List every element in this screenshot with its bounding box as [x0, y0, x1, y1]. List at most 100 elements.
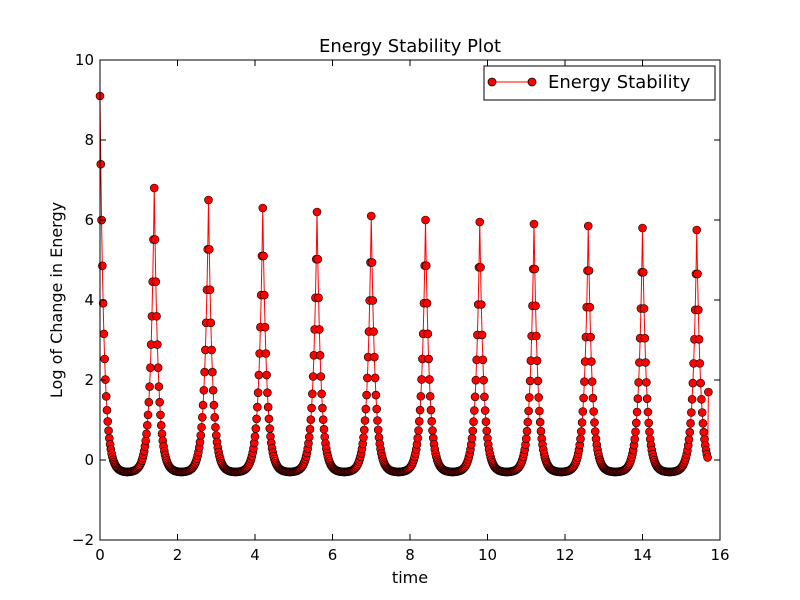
- data-point: [478, 355, 488, 365]
- data-point: [580, 377, 589, 386]
- data-point: [481, 417, 491, 427]
- data-point: [366, 211, 376, 221]
- data-point: [424, 354, 433, 364]
- chart-title: Energy Stability Plot: [319, 36, 501, 57]
- data-point: [209, 400, 219, 410]
- data-point: [644, 418, 654, 428]
- y-axis-label: Log of Change in Energy: [47, 202, 66, 398]
- data-point: [703, 453, 712, 462]
- data-point: [208, 367, 217, 377]
- data-point: [372, 404, 381, 414]
- plot-area: [95, 91, 713, 477]
- data-point: [315, 325, 324, 334]
- data-point: [370, 352, 379, 362]
- y-tick-label: 10: [75, 51, 94, 69]
- data-point: [98, 298, 108, 308]
- y-tick-label: 6: [84, 211, 94, 229]
- data-point: [696, 378, 705, 388]
- data-point: [687, 408, 696, 417]
- data-point: [470, 406, 479, 415]
- data-point: [373, 425, 383, 435]
- data-point: [525, 376, 535, 386]
- data-point: [693, 269, 702, 279]
- data-point: [144, 397, 154, 407]
- data-point: [521, 434, 531, 443]
- data-point: [576, 434, 585, 444]
- data-point: [149, 183, 159, 193]
- data-point: [253, 388, 263, 397]
- data-point: [305, 424, 315, 434]
- data-point: [477, 330, 487, 340]
- data-point: [425, 375, 434, 384]
- data-point: [319, 424, 329, 434]
- data-point: [152, 311, 161, 321]
- data-point: [479, 375, 488, 385]
- data-point: [639, 304, 649, 313]
- data-point: [306, 415, 316, 425]
- data-point: [686, 419, 695, 428]
- data-point: [198, 400, 208, 410]
- y-tick-label: 2: [84, 371, 94, 389]
- data-point: [587, 377, 597, 386]
- data-point: [250, 432, 260, 441]
- data-point: [589, 407, 598, 416]
- data-point: [151, 277, 161, 287]
- data-point: [630, 434, 640, 444]
- data-point: [206, 318, 216, 328]
- y-tick-label: −2: [72, 531, 94, 549]
- data-point: [697, 408, 707, 417]
- data-point: [584, 266, 594, 275]
- data-point: [476, 300, 486, 309]
- x-tick-label: 14: [633, 546, 652, 564]
- data-point: [641, 358, 650, 367]
- data-point: [467, 434, 477, 443]
- data-point: [532, 331, 541, 341]
- data-point: [482, 426, 492, 436]
- data-point: [416, 391, 426, 401]
- data-point: [308, 372, 318, 381]
- data-point: [142, 429, 151, 439]
- data-point: [590, 418, 599, 427]
- x-axis-label: time: [392, 568, 428, 587]
- data-point: [534, 393, 543, 402]
- data-point: [198, 412, 207, 422]
- data-point: [312, 207, 322, 217]
- data-point: [590, 427, 600, 436]
- data-point: [470, 392, 480, 402]
- data-point: [704, 387, 713, 397]
- data-point: [588, 393, 598, 403]
- data-point: [362, 390, 371, 400]
- data-point: [371, 390, 381, 400]
- data-point: [480, 392, 489, 402]
- data-point: [370, 373, 380, 383]
- data-point: [645, 427, 654, 437]
- data-point: [259, 290, 269, 300]
- data-point: [145, 382, 154, 391]
- data-point: [638, 223, 647, 233]
- data-point: [524, 406, 533, 416]
- data-point: [640, 333, 650, 343]
- y-tick-label: 8: [84, 131, 94, 149]
- x-tick-label: 16: [710, 546, 729, 564]
- data-point: [103, 417, 113, 426]
- data-point: [210, 412, 219, 422]
- x-tick-label: 6: [328, 546, 338, 564]
- data-point: [633, 394, 643, 403]
- data-point: [200, 367, 209, 377]
- data-point: [421, 261, 431, 271]
- series-line: [99, 95, 709, 473]
- legend: Energy Stability: [483, 65, 716, 101]
- data-point: [211, 422, 220, 432]
- data-point: [153, 363, 163, 372]
- data-point: [642, 378, 651, 387]
- x-tick-label: 4: [250, 546, 260, 564]
- data-point: [468, 426, 478, 436]
- data-point: [535, 406, 544, 416]
- data-point: [199, 385, 209, 395]
- y-axis: −2 0 2 4 6 8 10: [72, 51, 720, 549]
- data-point: [263, 388, 272, 397]
- data-point: [208, 385, 218, 395]
- data-point: [258, 203, 268, 213]
- data-point: [156, 410, 165, 420]
